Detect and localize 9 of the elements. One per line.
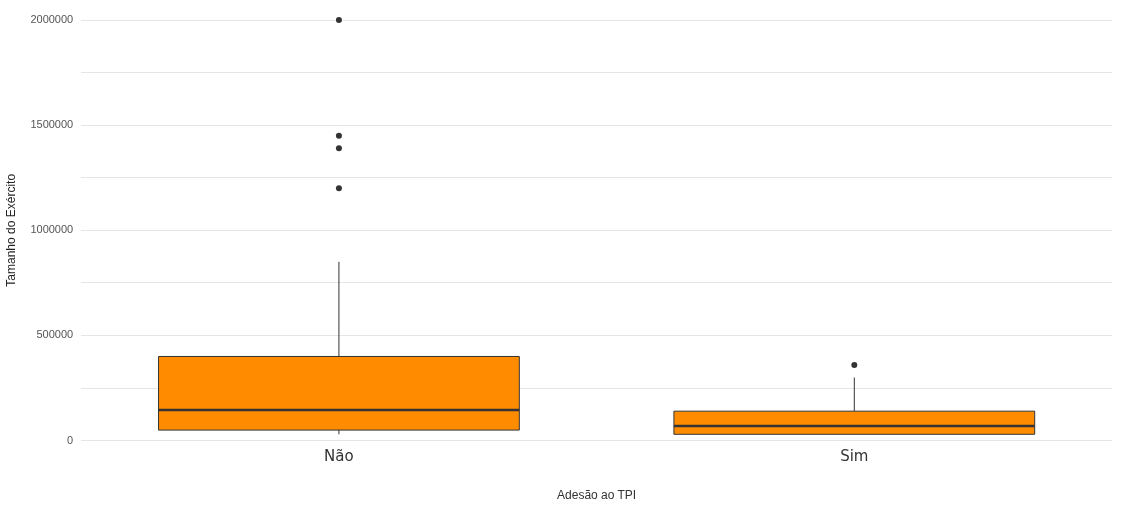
y-tick-label: 2000000 (30, 13, 74, 26)
y-tick-label: 1500000 (30, 118, 74, 131)
x-tick-label: Não (324, 447, 354, 466)
y-tick-label: 500000 (36, 328, 74, 341)
x-axis-title: Adesão ao TPI (557, 488, 637, 503)
x-tick-label: Sim (840, 447, 869, 466)
y-tick-label: 0 (67, 433, 74, 446)
y-axis-title: Tamanho do Exército (3, 173, 18, 287)
y-tick-label: 1000000 (30, 223, 74, 236)
